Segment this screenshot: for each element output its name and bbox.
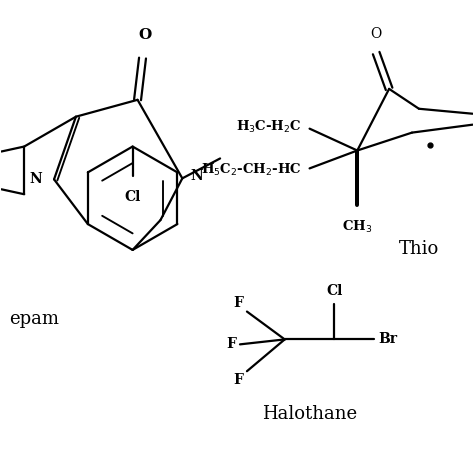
Text: H$_5$C$_2$-CH$_2$-HC: H$_5$C$_2$-CH$_2$-HC (201, 162, 301, 178)
Text: Halothane: Halothane (262, 405, 357, 423)
Text: F: F (233, 373, 243, 387)
Text: Thio: Thio (399, 240, 439, 258)
Text: Cl: Cl (125, 190, 141, 204)
Text: epam: epam (9, 310, 59, 328)
Text: F: F (226, 337, 236, 351)
Text: Cl: Cl (326, 283, 343, 298)
Text: Br: Br (378, 332, 397, 346)
Text: H$_3$C-H$_2$C: H$_3$C-H$_2$C (236, 118, 301, 135)
Text: CH$_3$: CH$_3$ (342, 219, 373, 235)
Text: O: O (371, 27, 382, 41)
Text: F: F (233, 296, 243, 310)
Text: N: N (190, 169, 203, 183)
Text: O: O (138, 28, 151, 42)
Text: N: N (29, 173, 42, 186)
